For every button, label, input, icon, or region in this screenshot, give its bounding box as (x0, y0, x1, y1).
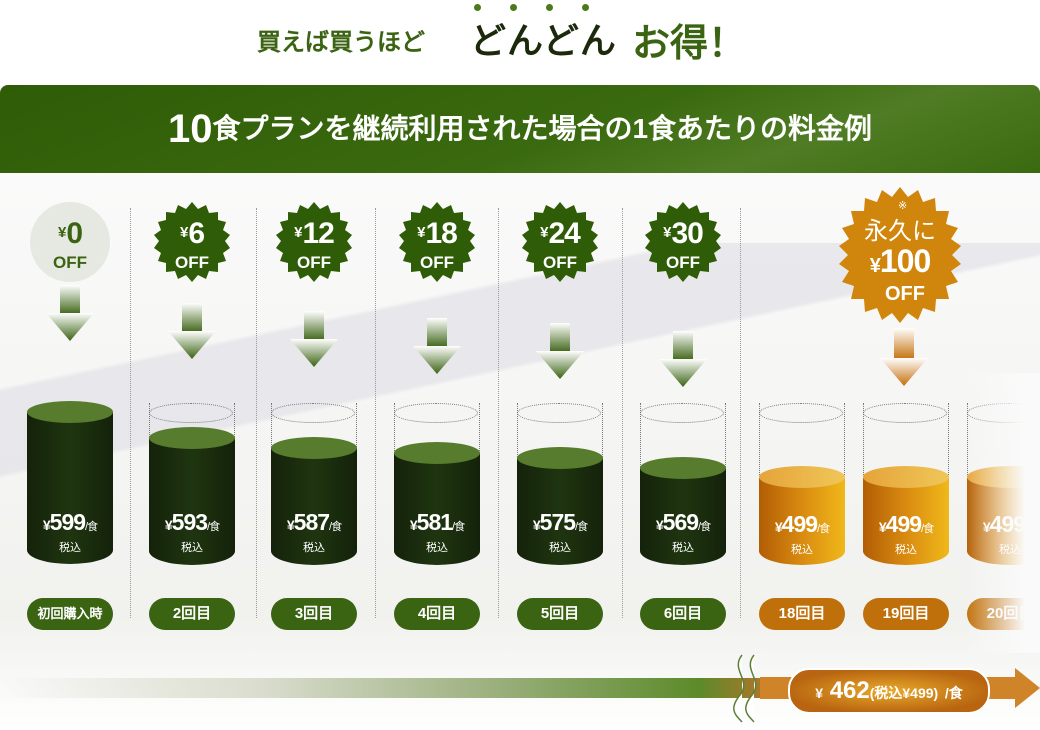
starburst-icon (839, 187, 961, 323)
column-divider (622, 208, 623, 618)
price-value: 599 (49, 509, 86, 535)
step-2: ¥6 OFF ¥593/食 税込 2回目 (130, 173, 254, 643)
down-arrow-icon (290, 311, 338, 367)
down-arrow-icon (46, 285, 94, 341)
price-value: 575 (539, 509, 576, 535)
forever-amount: ¥100 (869, 243, 932, 279)
discount-badge: ¥0 OFF (27, 199, 113, 285)
headline: 買えば買うほど どんどん お得！ (0, 0, 1040, 80)
emphasis-dots (472, 4, 612, 14)
step-label: 初回購入時 (27, 598, 113, 630)
step-label: 19回目 (863, 598, 949, 630)
step-initial: ¥0 OFF ¥599/食 税込 初回購入時 (8, 173, 132, 643)
step-19: ¥499/食 税込 19回目 (844, 173, 968, 643)
starburst-icon (399, 202, 475, 282)
banner-number: 10 (167, 107, 213, 151)
price-cylinder: ¥593/食 税込 (149, 403, 235, 565)
price-value: 499 (885, 511, 922, 537)
discount-badge: ¥18 OFF (394, 199, 480, 285)
price-value: 581 (416, 509, 453, 535)
column-divider (256, 208, 257, 618)
headline-tail: お得！ (632, 23, 747, 65)
price-value: 499 (781, 511, 818, 537)
step-label: 4回目 (394, 598, 480, 630)
discount-badge: ¥12 OFF (271, 199, 357, 285)
forever-discount-badge: 永久に ※ ¥100 OFF (830, 185, 970, 325)
step-5: ¥24 OFF ¥575/食 税込 5回目 (498, 173, 622, 643)
progress-bar (0, 678, 760, 698)
column-divider (740, 208, 741, 618)
banner-title: 10食プランを継続利用された場合の1食あたりの料金例 (0, 107, 1040, 152)
forever-off: OFF (885, 283, 925, 305)
long-term-price-pill: ¥ 462(税込¥499) /食 (788, 668, 990, 714)
step-label: 3回目 (271, 598, 357, 630)
headline-emphasis: どんどん (470, 20, 617, 61)
column-divider (130, 208, 131, 618)
price-cylinder: ¥569/食 税込 (640, 403, 726, 565)
step-18: ¥499/食 税込 18回目 (740, 173, 864, 643)
arrow-right-icon (1015, 668, 1040, 708)
discount-badge: ¥24 OFF (517, 199, 603, 285)
down-arrow-icon (536, 323, 584, 379)
price-value: 587 (293, 509, 330, 535)
step-6: ¥30 OFF ¥569/食 税込 6回目 (621, 173, 745, 643)
starburst-icon (522, 202, 598, 282)
down-arrow-icon (880, 328, 928, 386)
step-label: 2回目 (149, 598, 235, 630)
down-arrow-icon (168, 303, 216, 359)
down-arrow-icon (659, 331, 707, 387)
price-cylinder: ¥499/食 税込 (759, 403, 845, 565)
down-arrow-icon (413, 318, 461, 374)
banner-text: 食プランを継続利用された場合の1食あたりの料金例 (212, 113, 873, 144)
step-4: ¥18 OFF ¥581/食 税込 4回目 (375, 173, 499, 643)
step-label: 5回目 (517, 598, 603, 630)
price-cylinder: ¥499/食 税込 (863, 403, 949, 565)
continuation-break-icon (733, 654, 757, 723)
price-value: 593 (171, 509, 208, 535)
starburst-icon (30, 202, 110, 282)
step-label: 18回目 (759, 598, 845, 630)
step-label: 6回目 (640, 598, 726, 630)
price-steps-stage: ¥0 OFF ¥599/食 税込 初回購入時 ¥6 OFF ¥593/食 税込 … (0, 173, 1040, 730)
starburst-icon (645, 202, 721, 282)
final-price: 462 (829, 677, 870, 704)
step-3: ¥12 OFF ¥587/食 税込 3回目 (252, 173, 376, 643)
column-divider (498, 208, 499, 618)
price-cylinder: ¥581/食 税込 (394, 403, 480, 565)
plan-banner: 10食プランを継続利用された場合の1食あたりの料金例 (0, 85, 1040, 173)
final-tax-note: (税込¥499) (869, 685, 939, 701)
headline-lead: 買えば買うほど (257, 29, 425, 56)
fade-overlay (965, 373, 1040, 653)
price-cylinder: ¥599/食 税込 (27, 401, 113, 564)
price-value: 569 (662, 509, 699, 535)
column-divider (375, 208, 376, 618)
discount-badge: ¥6 OFF (149, 199, 235, 285)
starburst-icon (276, 202, 352, 282)
price-cylinder: ¥575/食 税込 (517, 403, 603, 565)
discount-badge: ¥30 OFF (640, 199, 726, 285)
forever-label: 永久に ※ (864, 199, 936, 245)
price-cylinder: ¥587/食 税込 (271, 403, 357, 565)
starburst-icon (154, 202, 230, 282)
